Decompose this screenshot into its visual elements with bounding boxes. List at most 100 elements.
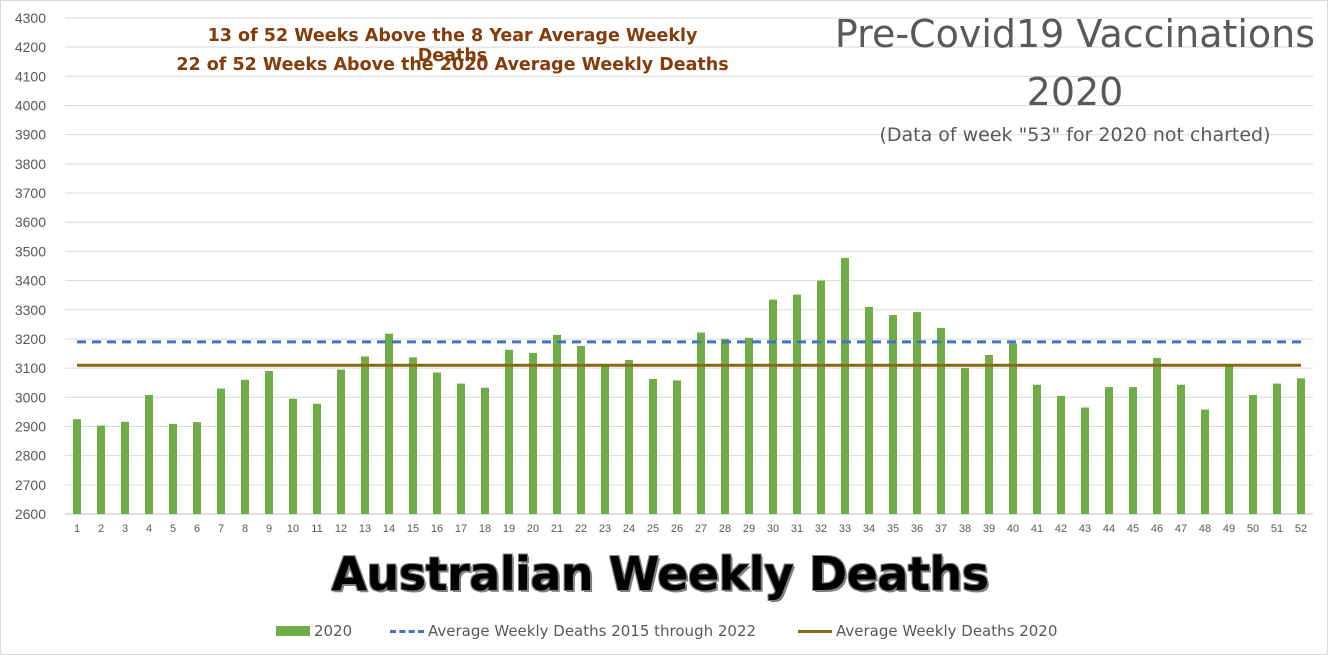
x-tick-label: 18 [479,523,491,535]
y-tick-label: 3700 [15,185,46,201]
x-tick-label: 42 [1055,523,1067,535]
bar [1153,357,1161,514]
bar [337,369,345,514]
bar [457,383,465,514]
legend-dashed-line-swatch [390,629,424,633]
bar [97,425,105,514]
bar [937,327,945,514]
x-tick-label: 50 [1247,523,1259,535]
x-tick-label: 51 [1271,523,1283,535]
y-tick-label: 4000 [15,98,46,114]
y-tick-label: 3800 [15,156,46,172]
x-tick-label: 3 [122,523,128,535]
x-tick-label: 12 [335,523,347,535]
x-tick-label: 36 [911,523,923,535]
bar [769,299,777,514]
x-tick-label: 32 [815,523,827,535]
chart-legend: 2020 Average Weekly Deaths 2015 through … [0,620,1328,642]
x-tick-label: 31 [791,523,803,535]
x-tick-label: 2 [98,523,104,535]
legend-item-2020: 2020 [276,620,352,642]
bar [985,354,993,514]
x-tick-label: 27 [695,523,707,535]
bar [169,423,177,514]
bar [721,338,729,514]
legend-label-2020-average: Average Weekly Deaths 2020 [836,622,1058,640]
x-tick-label: 11 [311,523,322,535]
chart-title: Pre-Covid19 Vaccinations [834,12,1316,56]
y-tick-label: 3100 [15,360,46,376]
bar [1225,365,1233,514]
y-tick-label: 3500 [15,243,46,259]
bar [385,333,393,514]
y-tick-label: 3600 [15,214,46,230]
x-tick-label: 35 [887,523,899,535]
bar [217,388,225,514]
x-tick-label: 38 [959,523,971,535]
x-tick-label: 14 [383,523,395,535]
bar [121,421,129,514]
legend-bar-swatch [276,626,310,636]
x-tick-label: 26 [671,523,683,535]
chart-heading: Australian Weekly Deaths [331,547,989,601]
x-tick-label: 19 [503,523,515,535]
x-tick-label: 47 [1175,523,1187,535]
bar [889,315,897,514]
y-tick-label: 3900 [15,127,46,143]
x-tick-label: 8 [242,523,248,535]
legend-label-2020: 2020 [314,622,353,640]
bar [1201,409,1209,514]
x-tick-label: 23 [599,523,611,535]
bar [625,359,633,514]
x-tick-label: 49 [1223,523,1235,535]
x-tick-label: 7 [218,523,224,535]
bar [529,352,537,514]
x-tick-label: 24 [623,523,635,535]
x-tick-label: 1 [74,523,80,535]
x-tick-label: 9 [266,523,272,535]
bar [193,422,201,514]
bar [145,394,153,514]
x-tick-label: 45 [1127,523,1139,535]
x-tick-label: 41 [1031,523,1043,535]
y-tick-label: 3400 [15,273,46,289]
x-tick-label: 4 [146,523,152,535]
y-tick-label: 3000 [15,389,46,405]
x-tick-label: 43 [1079,523,1091,535]
x-tick-label: 20 [527,523,539,535]
y-tick-label: 2600 [15,506,46,522]
x-tick-label: 15 [407,523,419,535]
bar [1057,395,1065,514]
x-tick-label: 40 [1007,523,1019,535]
y-tick-label: 2800 [15,448,46,464]
bar [313,403,321,514]
y-tick-label: 4300 [15,10,46,26]
bar [1297,378,1305,514]
x-tick-label: 48 [1199,523,1211,535]
bar [73,419,81,514]
chart-title-note: (Data of week "53" for 2020 not charted) [879,124,1271,146]
bar [793,294,801,514]
x-tick-label: 46 [1151,523,1163,535]
bar [1129,387,1137,514]
chart-title-year: 2020 [1026,70,1124,114]
bar [241,379,249,514]
x-tick-label: 37 [935,523,947,535]
y-tick-label: 2900 [15,418,46,434]
bar [289,398,297,514]
y-tick-label: 4100 [15,68,46,84]
x-tick-label: 29 [743,523,755,535]
x-tick-label: 52 [1295,523,1307,535]
y-tick-label: 3200 [15,331,46,347]
bar [265,371,273,514]
y-tick-label: 4200 [15,39,46,55]
bar [1105,387,1113,514]
bar [1177,384,1185,514]
legend-label-8yr-average: Average Weekly Deaths 2015 through 2022 [428,622,757,640]
bar [1009,343,1017,514]
legend-solid-line-swatch [798,629,832,633]
bar [841,257,849,514]
x-tick-label: 28 [719,523,731,535]
x-tick-label: 16 [431,523,443,535]
